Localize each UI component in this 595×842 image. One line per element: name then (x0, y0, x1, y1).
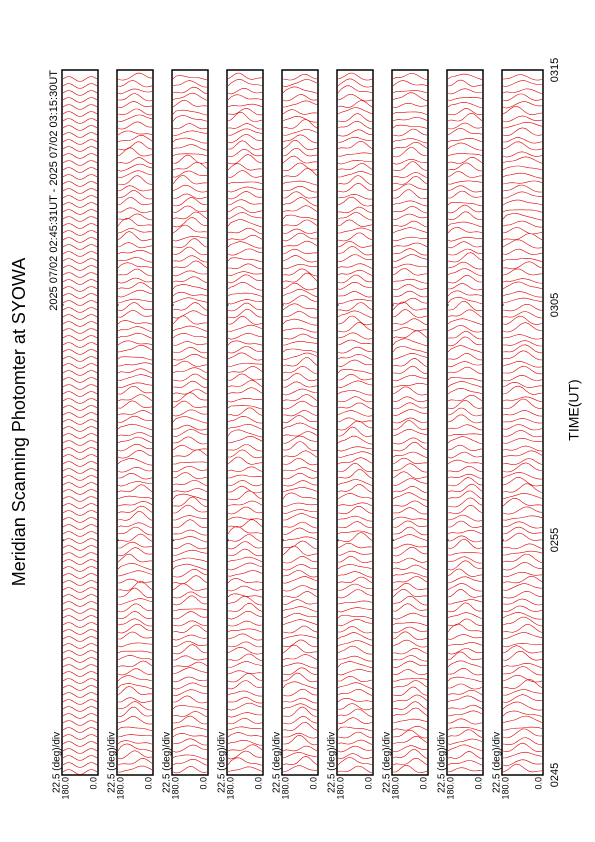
scale-label: 22.5 (deg)/div (107, 732, 118, 793)
panel-frame (61, 69, 99, 776)
y-min-label: 0.0 (143, 777, 153, 790)
y-min-label: 0.0 (363, 777, 373, 790)
y-min-label: 0.0 (473, 777, 483, 790)
scan-traces (172, 75, 208, 774)
scale-label: 22.5 (deg)/div (162, 732, 173, 793)
subtitle: 2025 07/02 02:45:31UT - 2025 07/02 03:15… (48, 70, 60, 311)
y-max-label: 180.0 (225, 777, 235, 800)
y-min-label: 0.0 (418, 777, 428, 790)
y-max-label: 180.0 (390, 777, 400, 800)
y-max-label: 180.0 (335, 777, 345, 800)
scan-traces (502, 74, 543, 773)
y-max-label: 180.0 (280, 777, 290, 800)
x-tick-label: 0245 (549, 763, 561, 787)
x-tick-label: 0255 (549, 528, 561, 552)
panel-frame (116, 69, 154, 776)
panel-frame (171, 69, 209, 776)
y-min-label: 0.0 (253, 777, 263, 790)
y-min-label: 0.0 (533, 777, 543, 790)
y-max-label: 180.0 (445, 777, 455, 800)
scan-traces (62, 76, 98, 775)
x-tick-label: 0305 (549, 293, 561, 317)
y-max-label: 180.0 (170, 777, 180, 800)
panel-frame (226, 69, 264, 776)
scan-traces (117, 72, 153, 773)
scan-traces (392, 73, 428, 774)
y-max-label: 180.0 (60, 777, 70, 800)
x-tick-label: 0315 (549, 58, 561, 82)
scan-traces (282, 73, 318, 773)
title: Meridian Scanning Photomter at SYOWA (9, 258, 29, 586)
scale-label: 22.5 (deg)/div (327, 732, 338, 793)
scan-traces (227, 72, 263, 773)
panel-frame (281, 69, 319, 776)
y-max-label: 180.0 (500, 777, 510, 800)
y-min-label: 0.0 (198, 777, 208, 790)
panel-frame (336, 69, 374, 776)
x-axis-label: TIME(UT) (566, 379, 582, 440)
scale-label: 22.5 (deg)/div (217, 732, 228, 793)
y-min-label: 0.0 (88, 777, 98, 790)
scale-label: 22.5 (deg)/div (492, 732, 503, 793)
scan-traces (337, 72, 373, 774)
y-max-label: 180.0 (115, 777, 125, 800)
y-min-label: 0.0 (308, 777, 318, 790)
panel-frame (446, 69, 484, 776)
scan-traces (447, 73, 483, 773)
panel-frame (391, 69, 429, 776)
scale-label: 22.5 (deg)/div (382, 732, 393, 793)
scale-label: 22.5 (deg)/div (437, 732, 448, 793)
panel-frame (501, 69, 544, 776)
scale-label: 22.5 (deg)/div (272, 732, 283, 793)
scale-label: 22.5 (deg)/div (52, 732, 63, 793)
